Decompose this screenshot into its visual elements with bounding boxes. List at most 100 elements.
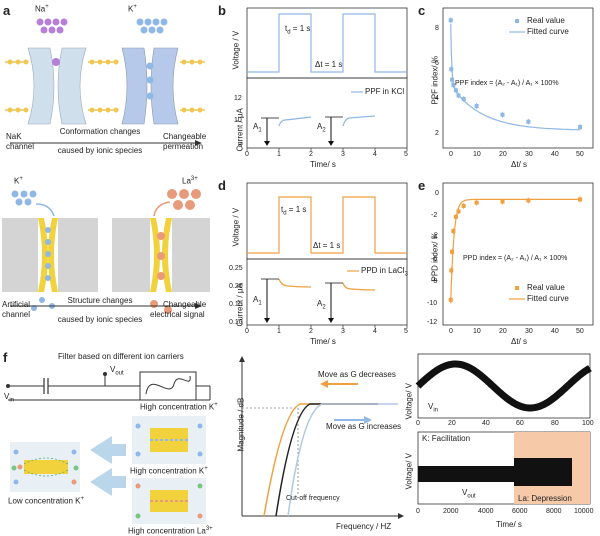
panel-a: Na+ K+ — [0, 0, 215, 340]
panel-letter-c: c — [418, 3, 426, 18]
data-point — [449, 67, 454, 72]
sine-xtick: 60 — [516, 420, 524, 427]
panel-d-ytick: 0.20 — [229, 283, 243, 290]
resp-xtick: 4000 — [478, 508, 494, 515]
panel-e-legend-real: Real value — [527, 283, 565, 292]
panel-e-formula: PPD index = (A₂ - A₁) / A₁ × 100% — [463, 255, 568, 262]
low-k-label: Low concentration K+ — [8, 496, 85, 506]
data-point — [474, 104, 479, 108]
sine-trace — [415, 360, 592, 412]
resp-xtick: 2000 — [443, 508, 459, 515]
result2-label-2: electrical signal — [150, 310, 205, 319]
bode-xlabel: Frequency / HZ — [336, 522, 392, 531]
panel-b-xtick: 2 — [309, 151, 313, 158]
resp-xlabel: Time/ s — [496, 520, 522, 529]
panel-e-ytick: -10 — [427, 300, 438, 307]
panel-e-plot — [442, 182, 594, 326]
sine-legend: Vin — [428, 402, 439, 414]
panel-e: PPD index/ % PPD index = (A₂ - A₁) / A₁ … — [415, 175, 600, 347]
conformation-caption-2: caused by ionic species — [57, 146, 143, 155]
panel-c-xtick: 50 — [576, 151, 584, 158]
data-point — [578, 197, 583, 202]
nak-channel-label-2: channel — [6, 142, 35, 151]
panel-b-a1: A1 — [253, 122, 262, 134]
k-facilitation-label: K: Facilitation — [422, 434, 471, 443]
panel-e-ytick: -6 — [431, 256, 438, 263]
fitted-curve — [450, 23, 581, 131]
panel-c-ytick: 2 — [435, 130, 439, 137]
panel-letter-e: e — [418, 178, 426, 193]
panel-letter-b: b — [218, 3, 226, 18]
data-point — [500, 199, 505, 204]
data-point — [451, 83, 456, 87]
nak-channel-illustration — [5, 18, 205, 146]
panel-c-plot — [442, 7, 594, 149]
data-point — [526, 119, 531, 124]
panel-letter-d: d — [218, 178, 226, 193]
result-label-1: Changeable — [163, 132, 207, 141]
data-point — [453, 214, 458, 219]
panel-d-xtick: 5 — [404, 328, 408, 335]
panel-b-plot — [246, 7, 408, 151]
high-k-label: High concentration K+ — [130, 466, 208, 476]
move-dec-label: Move as G decreases — [318, 370, 396, 379]
data-point — [448, 18, 453, 23]
conformation-caption-1: Conformation changes — [59, 127, 141, 136]
panel-d-xtick: 4 — [373, 328, 377, 335]
panel-letter-f: f — [3, 350, 8, 365]
result-label-2: permeation — [163, 142, 204, 151]
panel-b-xtick: 4 — [373, 151, 377, 158]
panel-b-xtick: 5 — [404, 151, 408, 158]
data-point — [453, 88, 458, 93]
artificial-channel-label-1: Artificial — [2, 300, 31, 309]
panel-b: Voltage / V Current / μA td = 1 s Δt = 1… — [215, 0, 415, 172]
panel-b-a2: A2 — [317, 122, 326, 134]
panel-d-xtick: 3 — [341, 328, 345, 335]
resp-xtick: 8000 — [546, 508, 562, 515]
panel-c-ytick: 4 — [435, 95, 439, 102]
la-depression-label: La: Depression — [518, 494, 572, 503]
panel-d-plot — [246, 182, 408, 328]
panel-d-a1: A1 — [253, 295, 262, 307]
resp-plot — [417, 431, 591, 505]
move-inc-label: Move as G increases — [326, 422, 402, 431]
sine-ylabel: Voltage/ V — [404, 383, 414, 420]
panel-c-xtick: 0 — [449, 151, 453, 158]
sine-xtick: 20 — [448, 420, 456, 427]
panel-d: Voltage / V Current / μA td = 1 s Δt = 1… — [215, 175, 415, 347]
data-point — [461, 203, 466, 208]
data-point — [500, 112, 505, 117]
panel-d-xlabel: Time/ s — [310, 337, 336, 346]
data-point — [448, 297, 453, 302]
panel-e-xtick: 50 — [576, 328, 584, 335]
panel-f: Filter based on different ion carriers V… — [0, 350, 600, 536]
nak-channel-label-1: NaK — [6, 132, 22, 141]
filter-title: Filter based on different ion carriers — [58, 352, 184, 361]
artificial-channel-illustration — [2, 189, 210, 314]
structure-caption-2: caused by ionic species — [57, 315, 143, 324]
panel-e-ytick: 0 — [435, 190, 439, 197]
bode-plot — [239, 356, 404, 519]
panel-d-xtick: 1 — [277, 328, 281, 335]
panel-e-ytick: -12 — [427, 319, 438, 326]
legend-marker-real — [515, 19, 519, 23]
artificial-channel-label-2: channel — [2, 310, 31, 319]
panel-e-xtick: 10 — [473, 328, 481, 335]
panel-e-legend-fit: Fitted curve — [527, 294, 569, 303]
sine-xtick: 0 — [416, 420, 420, 427]
panel-e-xtick: 20 — [499, 328, 507, 335]
high-la-label: High concentration La3+ — [128, 526, 213, 536]
panel-c-xlabel: Δt/ s — [511, 160, 528, 169]
panel-d-ytick: 0.15 — [229, 301, 243, 308]
result2-label-1: Changeable — [163, 300, 207, 309]
high-k-label-top: High concentration K+ — [140, 402, 218, 412]
data-point — [456, 209, 461, 214]
panel-e-xtick: 40 — [551, 328, 559, 335]
panel-c: PPF index/ % Real value Fitted curve PPF… — [415, 0, 600, 172]
vout-label: Vout — [110, 365, 124, 377]
panel-d-xtick: 2 — [309, 328, 313, 335]
sine-xtick: 80 — [551, 420, 559, 427]
panel-b-xlabel: Time/ s — [310, 160, 336, 169]
data-point — [449, 268, 454, 273]
data-point — [461, 97, 466, 101]
